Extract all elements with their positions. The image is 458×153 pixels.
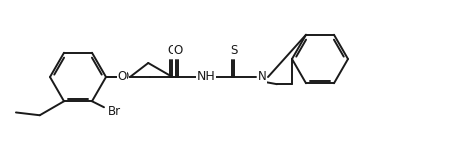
- Text: Br: Br: [108, 105, 120, 118]
- Text: NH: NH: [196, 71, 215, 84]
- Text: O: O: [168, 45, 177, 58]
- Text: O: O: [120, 71, 129, 84]
- Text: N: N: [257, 71, 267, 84]
- Text: S: S: [230, 45, 238, 58]
- Text: O: O: [174, 45, 183, 58]
- Text: O: O: [117, 71, 126, 84]
